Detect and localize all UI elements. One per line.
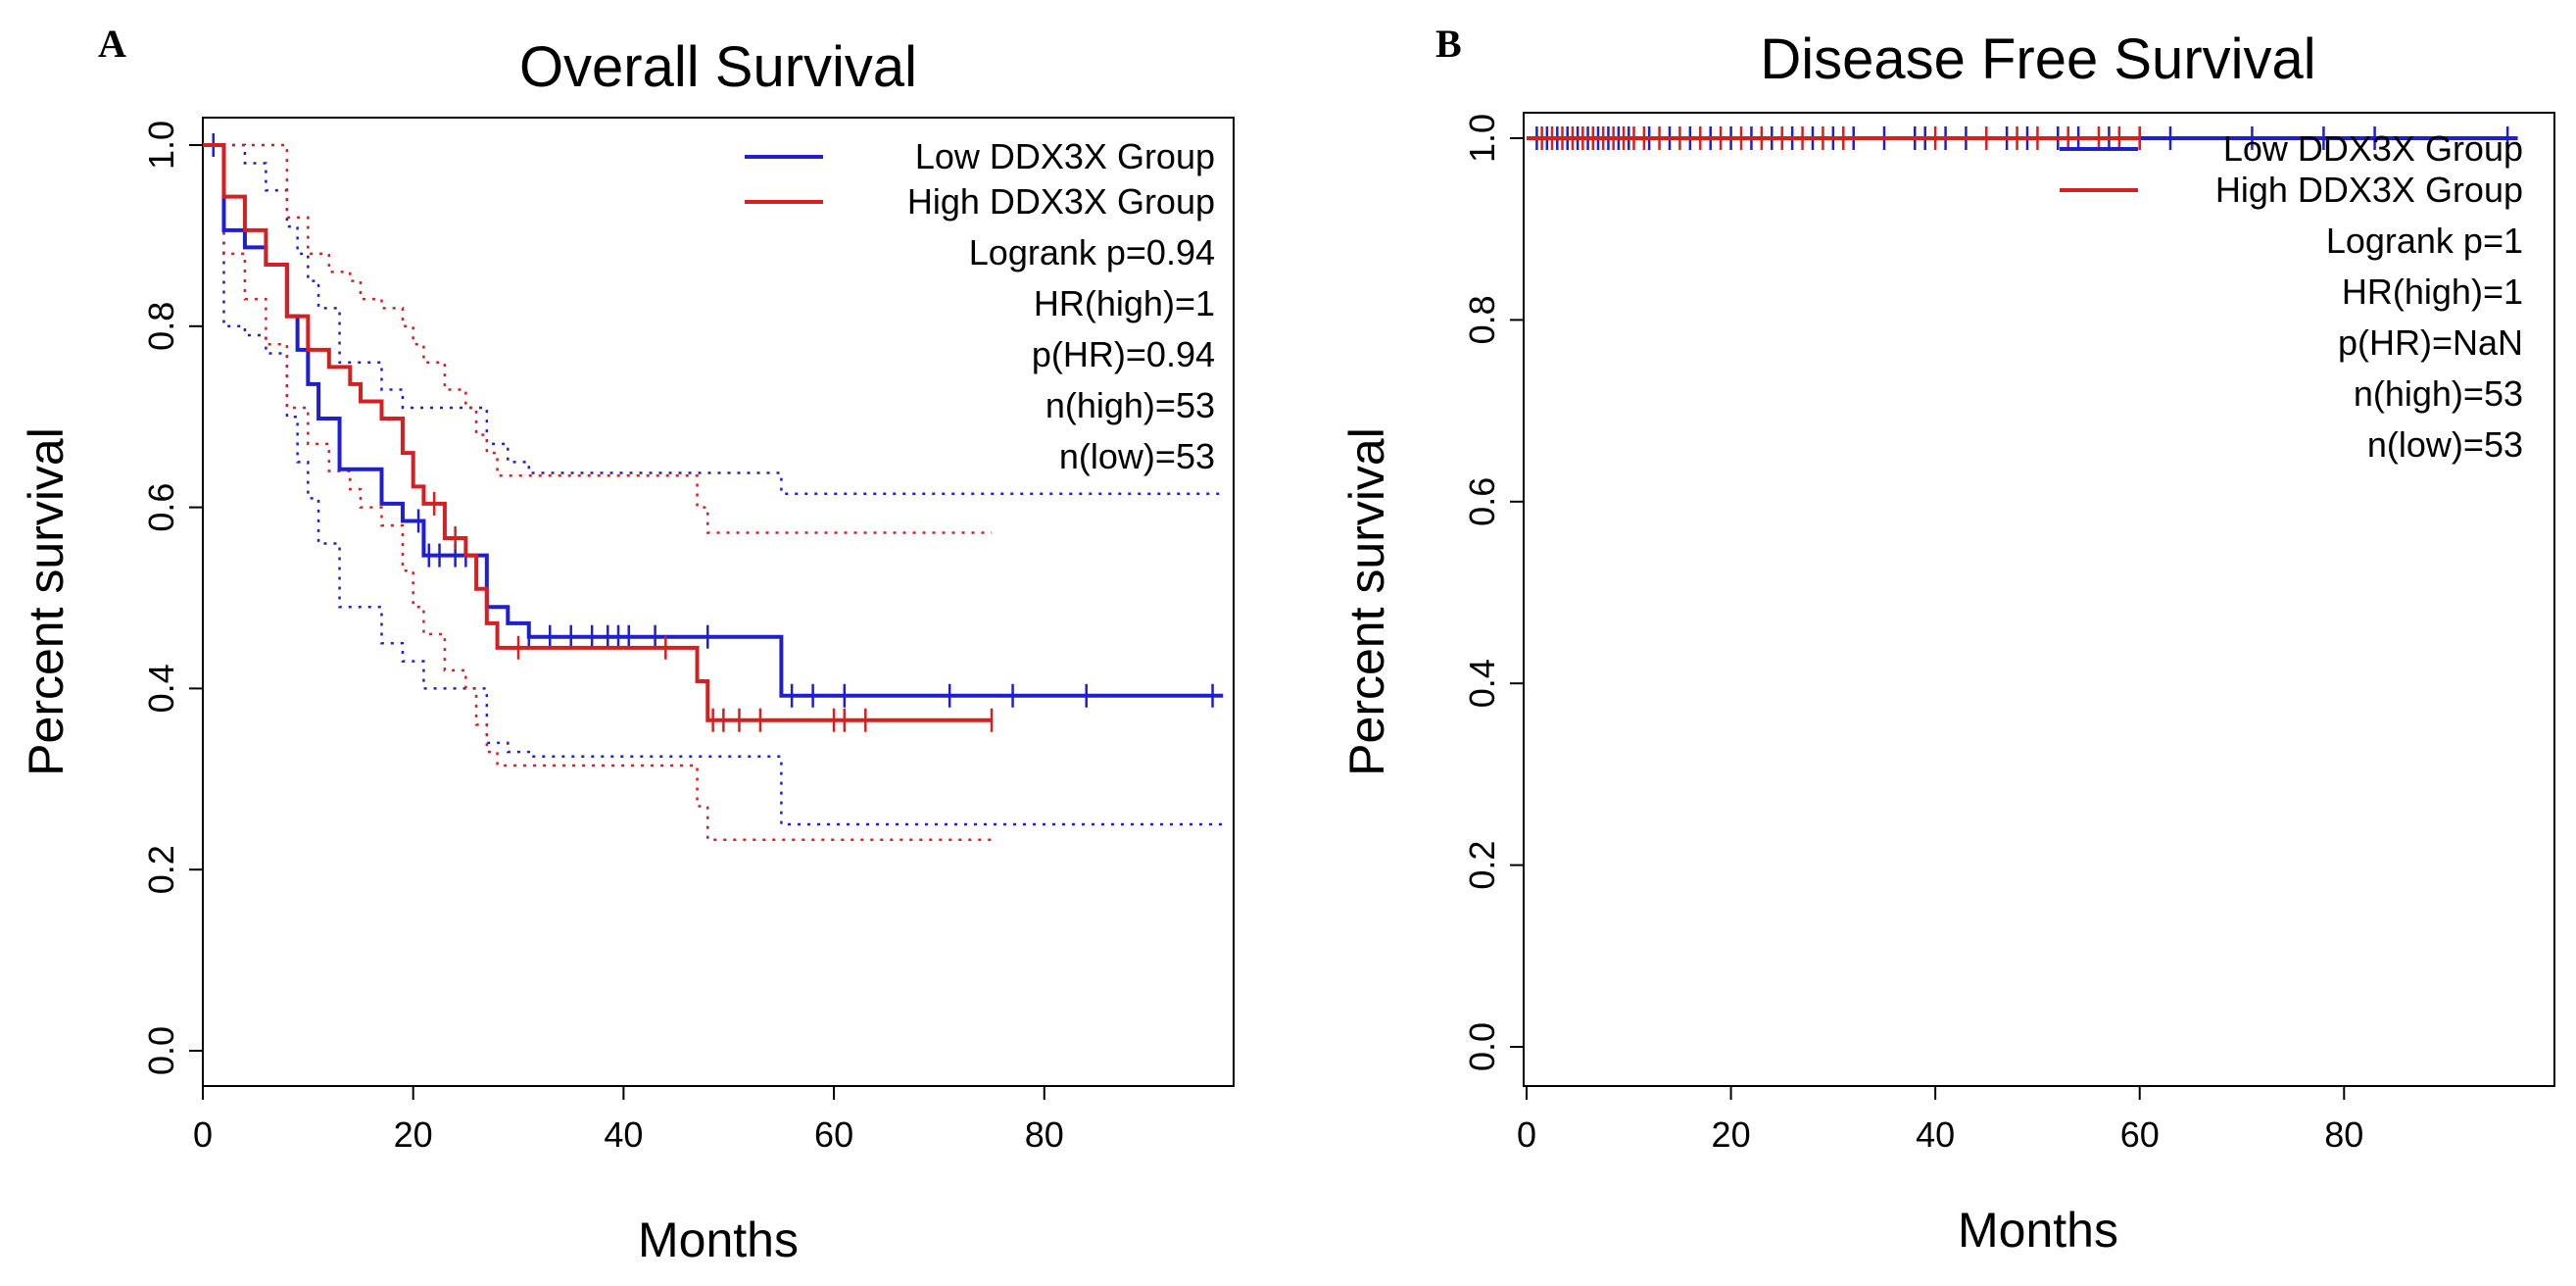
legend-label-high: High DDX3X Group <box>907 181 1215 222</box>
y-axis-title: Percent survival <box>19 427 73 776</box>
x-tick-label: 60 <box>814 1114 853 1155</box>
legend: Low DDX3X Group High DDX3X Group Logrank… <box>745 136 1215 476</box>
y-axis-title: Percent survival <box>1339 427 1394 776</box>
hazard-ratio: HR(high)=1 <box>1034 283 1215 323</box>
x-tick-label: 20 <box>394 1114 433 1155</box>
panel-letter: B <box>1435 22 1462 66</box>
n-low: n(low)=53 <box>2367 424 2523 465</box>
panel-overall-survival: A Overall Survival Months Percent surviv… <box>19 22 1235 1267</box>
confidence-bands <box>203 143 1224 841</box>
plot-frame <box>202 117 1235 1087</box>
chart-title: Overall Survival <box>519 35 917 99</box>
y-tick-label: 0.2 <box>1462 841 1502 890</box>
y-tick-label: 0.4 <box>141 664 181 713</box>
y-tick-label: 0.8 <box>141 302 181 351</box>
hr-p-value: p(HR)=0.94 <box>1032 334 1215 374</box>
panel-letter: A <box>98 22 126 66</box>
plot-frame <box>1523 112 2555 1087</box>
y-tick-label: 1.0 <box>1462 114 1502 163</box>
chart-title: Disease Free Survival <box>1760 27 2315 91</box>
x-tick-label: 0 <box>1517 1114 1536 1155</box>
legend-label-low: Low DDX3X Group <box>2223 128 2523 169</box>
x-tick-label: 40 <box>604 1114 643 1155</box>
n-high: n(high)=53 <box>1045 385 1215 425</box>
x-tick-label: 60 <box>2120 1114 2160 1155</box>
n-high: n(high)=53 <box>2354 373 2523 414</box>
legend: Low DDX3X Group High DDX3X Group Logrank… <box>2060 128 2523 465</box>
hr-p-value: p(HR)=NaN <box>2338 322 2523 363</box>
y-tick-label: 0.0 <box>141 1026 181 1075</box>
legend-label-high: High DDX3X Group <box>2215 170 2523 210</box>
y-tick-label: 0.6 <box>141 483 181 532</box>
survival-curves <box>203 133 1224 732</box>
x-tick-label: 40 <box>1916 1114 1955 1155</box>
panel-disease-free-survival: B Disease Free Survival Months Percent s… <box>1339 22 2555 1258</box>
logrank-p: Logrank p=1 <box>2326 221 2523 261</box>
x-tick-label: 0 <box>193 1114 213 1155</box>
x-tick-label: 80 <box>1025 1114 1064 1155</box>
n-low: n(low)=53 <box>1059 436 1215 476</box>
y-tick-label: 0.0 <box>1462 1022 1502 1071</box>
legend-label-low: Low DDX3X Group <box>915 136 1215 176</box>
x-tick-label: 80 <box>2324 1114 2363 1155</box>
axis-ticks: 0 20 40 60 80 0.0 0.2 0.4 0.6 0.8 1.0 <box>1462 114 2363 1155</box>
y-tick-label: 0.6 <box>1462 477 1502 526</box>
axis-ticks: 0 20 40 60 80 0.0 0.2 0.4 0.6 0.8 1.0 <box>141 121 1064 1155</box>
y-tick-label: 0.4 <box>1462 659 1502 708</box>
y-tick-label: 0.8 <box>1462 295 1502 344</box>
survival-line <box>203 143 993 722</box>
y-tick-label: 1.0 <box>141 121 181 170</box>
y-tick-label: 0.2 <box>141 845 181 894</box>
x-axis-title: Months <box>638 1212 799 1267</box>
hazard-ratio: HR(high)=1 <box>2342 272 2523 312</box>
logrank-p: Logrank p=0.94 <box>969 232 1215 272</box>
ci-lower-line <box>203 143 993 841</box>
x-axis-title: Months <box>1958 1203 2118 1258</box>
survival-curves <box>1527 126 2518 150</box>
ci-upper-line <box>203 143 993 534</box>
x-tick-label: 20 <box>1712 1114 1751 1155</box>
